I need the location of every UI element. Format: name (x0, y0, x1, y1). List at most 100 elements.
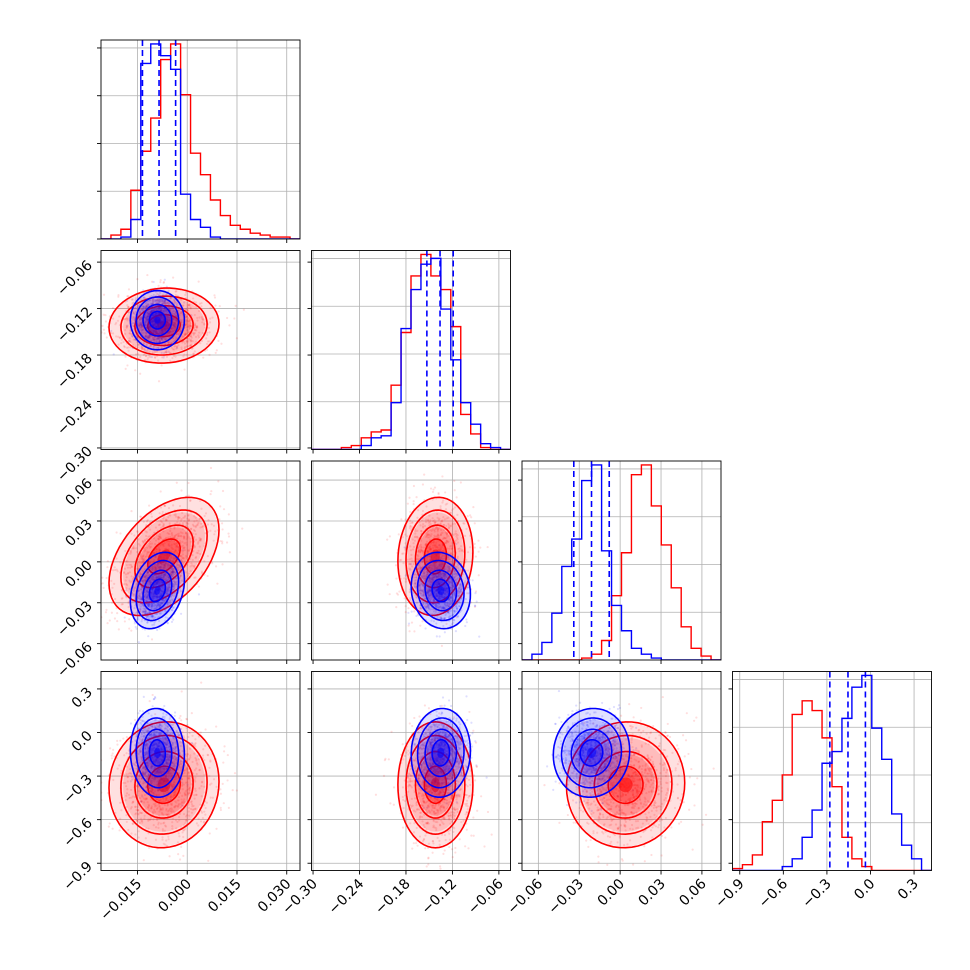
scatter-point (204, 512, 208, 515)
scatter-point (156, 575, 159, 578)
scatter-point (155, 329, 158, 332)
scatter-point (139, 599, 142, 602)
scatter-point (140, 598, 143, 601)
scatter-point (147, 550, 151, 554)
y-tick-label: −0.03 (54, 598, 96, 640)
scatter-point (184, 324, 187, 327)
scatter-point (138, 343, 141, 346)
scatter-point (154, 312, 157, 315)
scatter-point (179, 540, 182, 543)
scatter-point (160, 336, 163, 340)
scatter-point (115, 557, 118, 560)
scatter-point (175, 545, 178, 548)
scatter-point (219, 539, 222, 543)
scatter-point (163, 329, 167, 333)
scatter-point (128, 332, 131, 335)
scatter-point (145, 304, 148, 308)
scatter-point (133, 316, 136, 319)
scatter-point (160, 576, 163, 579)
scatter-point (163, 302, 166, 305)
scatter-point (171, 570, 174, 573)
scatter-point (154, 307, 157, 310)
scatter-point (398, 590, 401, 593)
scatter-point (165, 540, 168, 543)
scatter-point (145, 611, 148, 614)
scatter-point (151, 615, 154, 618)
scatter-point (200, 305, 203, 308)
scatter-point (138, 319, 141, 322)
scatter-point (134, 586, 137, 589)
scatter-point (174, 301, 177, 304)
scatter-point (116, 319, 120, 322)
scatter-point (162, 544, 165, 548)
scatter-point (139, 605, 142, 608)
scatter-point (183, 346, 187, 349)
scatter-point (168, 329, 172, 333)
scatter-point (234, 304, 237, 307)
scatter-point (158, 533, 162, 536)
scatter-point (201, 525, 204, 529)
scatter-point (173, 321, 176, 325)
scatter-point (189, 540, 192, 543)
scatter-point (189, 334, 192, 338)
scatter-point (150, 339, 153, 342)
scatter-point (129, 563, 133, 566)
scatter-point (108, 619, 111, 622)
scatter-point (162, 300, 166, 303)
scatter-point (144, 335, 147, 338)
scatter-point (162, 576, 165, 579)
scatter-point (172, 276, 175, 279)
scatter-point (159, 536, 162, 540)
scatter-point (145, 595, 149, 598)
scatter-point (113, 582, 116, 585)
scatter-point (154, 312, 157, 315)
scatter-point (164, 300, 167, 303)
scatter-point (198, 309, 201, 313)
scatter-point (185, 322, 188, 325)
scatter-point (158, 299, 161, 302)
scatter-point (181, 527, 184, 531)
scatter-point (167, 563, 170, 566)
scatter-point (170, 598, 174, 601)
scatter-point (171, 536, 175, 539)
scatter-point (123, 567, 127, 570)
scatter-point (191, 564, 194, 567)
scatter-point (152, 322, 155, 325)
scatter-point (147, 356, 150, 359)
scatter-point (147, 603, 150, 606)
scatter-point (140, 620, 143, 623)
scatter-point (106, 566, 109, 569)
scatter-point (141, 603, 144, 606)
scatter-point (138, 323, 141, 326)
scatter-point (149, 591, 153, 594)
scatter-point (152, 313, 156, 317)
scatter-point (148, 580, 151, 583)
scatter-point (130, 319, 134, 323)
scatter-point (127, 340, 130, 343)
scatter-point (168, 307, 171, 310)
scatter-point (151, 595, 155, 598)
scatter-point (150, 311, 153, 314)
scatter-point (154, 555, 157, 559)
scatter-point (150, 310, 153, 313)
scatter-point (141, 579, 144, 582)
scatter-point (172, 354, 175, 358)
scatter-point (146, 588, 149, 591)
scatter-point (140, 556, 143, 559)
scatter-point (159, 602, 162, 605)
scatter-point (185, 533, 189, 536)
scatter-point (106, 622, 109, 625)
scatter-point (169, 573, 172, 576)
scatter-point (172, 570, 175, 573)
scatter-point (477, 574, 480, 577)
scatter-point (156, 563, 159, 566)
scatter-point (242, 308, 245, 311)
scatter-point (147, 336, 150, 339)
scatter-point (148, 611, 151, 614)
scatter-point (153, 329, 156, 333)
scatter-point (202, 356, 205, 359)
scatter-point (170, 346, 173, 349)
scatter-point (165, 337, 168, 341)
scatter-point (147, 584, 150, 587)
scatter-point (156, 595, 159, 598)
